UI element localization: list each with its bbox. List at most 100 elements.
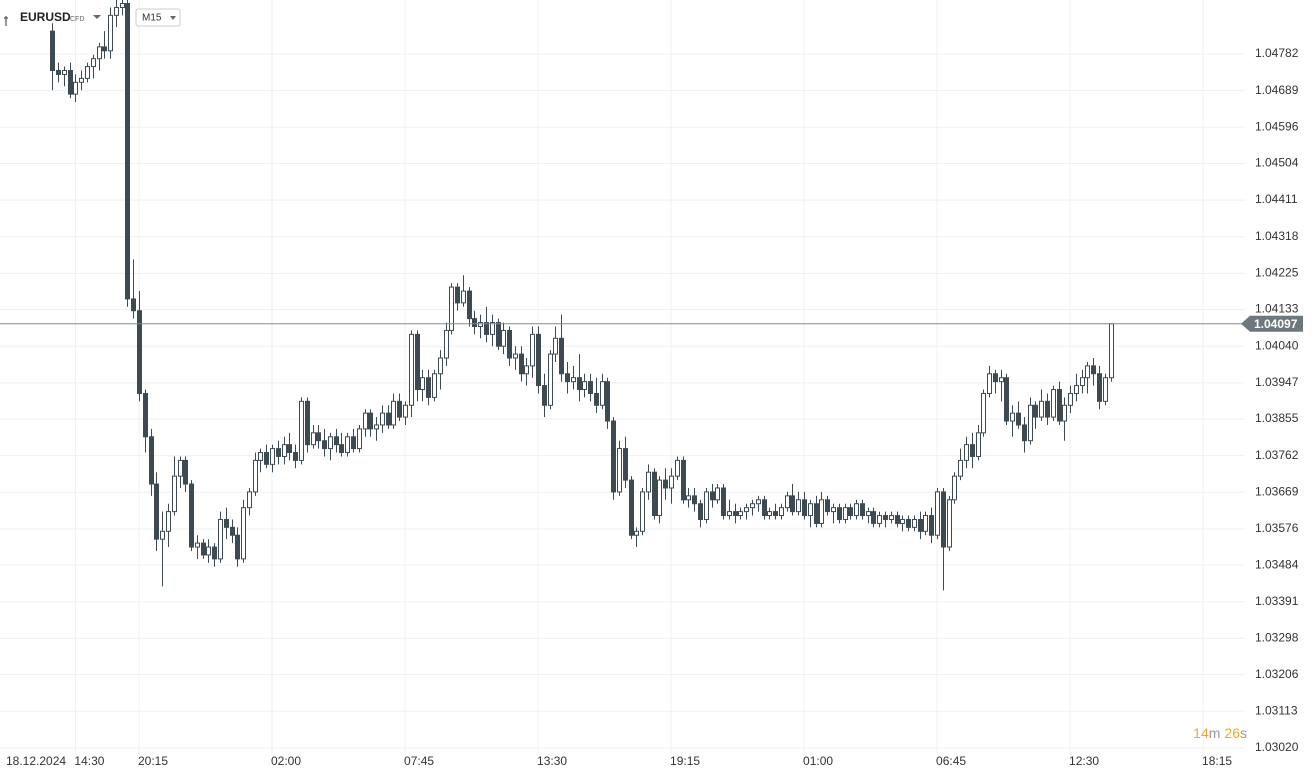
- candle-body: [507, 329, 512, 359]
- candle-body: [449, 286, 454, 331]
- candle-body: [918, 518, 923, 532]
- candle-body: [276, 448, 281, 457]
- candle-body: [264, 452, 269, 465]
- candle-body: [970, 444, 975, 457]
- candle-body: [877, 515, 882, 524]
- candle-body: [848, 507, 853, 517]
- candle-body: [1033, 404, 1038, 418]
- candle-body: [501, 329, 506, 347]
- candle-body: [611, 420, 616, 493]
- y-tick-label: 1.03576: [1255, 521, 1299, 535]
- candle-body: [143, 392, 148, 438]
- candle-body: [201, 542, 206, 556]
- timeframe-box[interactable]: [135, 8, 181, 27]
- candle-body: [172, 475, 177, 513]
- x-tick-label: 14:30: [74, 754, 104, 768]
- candle-body: [553, 337, 558, 355]
- candle-body: [461, 290, 466, 304]
- candle-body: [420, 377, 425, 391]
- candle-body: [56, 69, 61, 75]
- candle-body: [750, 503, 755, 509]
- x-tick-label: 02:00: [271, 754, 301, 768]
- timeframe-dropdown[interactable]: [170, 16, 176, 20]
- candle-body: [767, 511, 772, 517]
- countdown-seconds-unit: s: [1240, 725, 1247, 741]
- y-tick-label: 1.03484: [1255, 557, 1299, 571]
- toolbar[interactable]: EURUSD CFD M15: [4, 8, 181, 27]
- candle-body: [131, 298, 136, 312]
- candle-body: [588, 381, 593, 394]
- candle-body: [178, 459, 183, 477]
- candle-body: [363, 412, 368, 430]
- candle-body: [114, 6, 119, 16]
- candle-body: [600, 381, 605, 406]
- candle-body: [594, 392, 599, 406]
- candle-body: [241, 507, 246, 560]
- candle-body: [571, 377, 576, 383]
- candle-body: [1074, 385, 1079, 394]
- candle-body: [79, 77, 84, 83]
- candle-body: [582, 381, 587, 391]
- candle-body: [825, 499, 830, 513]
- candle-body: [519, 353, 524, 375]
- y-tick-label: 1.04040: [1255, 338, 1299, 352]
- candle-body: [391, 400, 396, 426]
- candle-body: [1004, 377, 1009, 422]
- countdown-seconds: 26: [1224, 725, 1240, 741]
- candle-body: [230, 526, 235, 536]
- candle-body: [640, 491, 645, 532]
- candle-body: [935, 491, 940, 536]
- y-tick-label: 1.03669: [1255, 484, 1299, 498]
- timeframe[interactable]: M15: [142, 13, 162, 24]
- candle-body: [744, 507, 749, 513]
- candle-body: [652, 471, 657, 517]
- candle-body: [253, 459, 258, 493]
- x-tick-label: 20:15: [138, 754, 168, 768]
- candle-body: [120, 3, 125, 8]
- candle-body: [403, 404, 408, 418]
- candle-body: [646, 471, 651, 493]
- candle-body: [467, 290, 472, 320]
- candle-body: [345, 436, 350, 454]
- candle-body: [1057, 389, 1062, 422]
- candle-body: [542, 385, 547, 406]
- last-price-tag: [1241, 315, 1303, 332]
- symbol[interactable]: EURUSD: [20, 10, 71, 24]
- candle-body: [206, 546, 211, 556]
- candle-body: [472, 318, 477, 327]
- candle-body: [444, 329, 449, 359]
- y-tick-label: 1.03113: [1255, 703, 1298, 717]
- candle-body: [796, 499, 801, 513]
- candle-body: [906, 518, 911, 528]
- candle-body: [270, 448, 275, 465]
- candle-body: [368, 412, 373, 430]
- candle-body: [577, 377, 582, 391]
- candle-body: [524, 365, 529, 375]
- candle-body: [629, 479, 634, 536]
- tool-icon[interactable]: [4, 16, 8, 26]
- y-tick-label: 1.03020: [1255, 740, 1299, 754]
- candle-body: [305, 400, 310, 446]
- candle-body: [299, 400, 304, 461]
- candles: [50, 0, 1114, 591]
- symbol-dropdown[interactable]: [93, 15, 101, 19]
- countdown-minutes: 14: [1193, 725, 1209, 741]
- candle-body: [397, 400, 402, 418]
- candle-body: [1051, 389, 1056, 418]
- candle-body: [738, 511, 743, 517]
- date-label: 18.12.2024: [6, 754, 66, 768]
- candle-body: [669, 475, 674, 489]
- candle-body: [380, 412, 385, 426]
- y-tick-label: 1.04596: [1255, 119, 1299, 133]
- candle-body: [73, 81, 78, 95]
- candle-body: [258, 452, 263, 461]
- candle-body: [681, 459, 686, 501]
- candle-body: [438, 357, 443, 375]
- candle-body: [166, 511, 171, 532]
- candle-body: [727, 511, 732, 517]
- instrument-type: CFD: [70, 16, 84, 23]
- candle-body: [710, 491, 715, 501]
- candle-body: [426, 377, 431, 398]
